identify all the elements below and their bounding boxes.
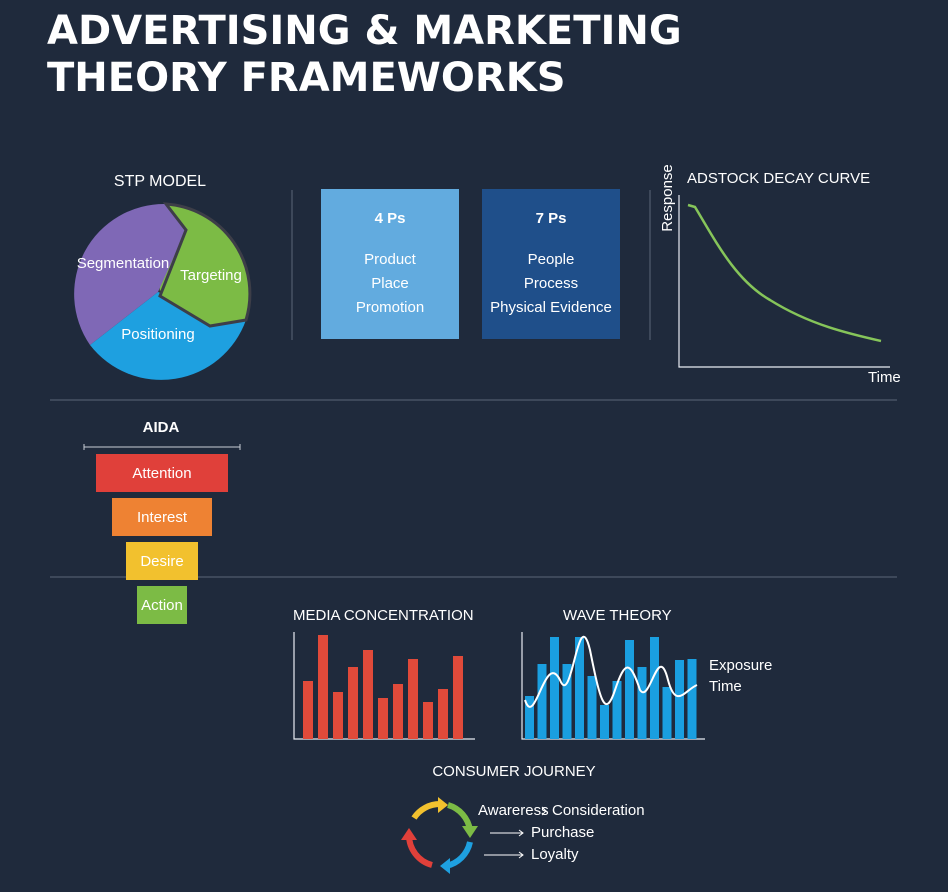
chevron	[541, 806, 547, 816]
bar	[318, 635, 328, 739]
decay-curve	[687, 203, 882, 343]
bar	[348, 667, 358, 739]
bar	[687, 659, 697, 739]
bar	[625, 640, 634, 739]
bar	[650, 637, 659, 739]
bar	[637, 667, 647, 739]
wave-line	[524, 635, 698, 708]
adstock-title: ADSTOCK DECAY CURVE	[687, 170, 870, 187]
bar	[675, 660, 684, 739]
stage-label: Action	[141, 597, 183, 614]
axis-label: Response	[659, 164, 676, 232]
bar	[333, 692, 343, 739]
segment-label: Targeting	[180, 267, 242, 284]
bar	[587, 676, 597, 739]
journey-step: Purchase	[531, 824, 594, 841]
bar	[575, 637, 584, 739]
journey-step: Consideration	[552, 802, 645, 819]
box-item: Physical Evidence	[490, 299, 612, 316]
bar	[423, 702, 433, 739]
chart-title: MEDIA CONCENTRATION	[293, 607, 474, 624]
stage-label: Desire	[140, 553, 183, 570]
journey-step: Loyalty	[531, 846, 579, 863]
bar	[303, 681, 313, 739]
journey-step: Awareress	[478, 802, 549, 819]
bracket	[83, 444, 241, 450]
funnel-stage	[126, 542, 198, 580]
bar	[562, 664, 572, 739]
stage-label: Interest	[137, 509, 188, 526]
pie-slice	[74, 203, 186, 345]
bar	[525, 696, 534, 739]
journey-title: CONSUMER JOURNEY	[432, 763, 595, 780]
bars	[303, 635, 463, 739]
four-ps-box	[321, 189, 459, 339]
funnel-stage	[137, 586, 187, 624]
box-item: Promotion	[356, 299, 424, 316]
segment-label: Positioning	[121, 326, 194, 343]
cycle-icon	[401, 797, 478, 874]
arrow	[490, 829, 524, 837]
funnel-stage	[112, 498, 212, 536]
bar	[550, 637, 559, 739]
segment-label: Segmentation	[77, 255, 170, 272]
title-line: ADVERTISING & MARKETING	[47, 8, 682, 54]
title-line: THEORY FRAMEWORKS	[47, 55, 566, 101]
pie-slice	[158, 202, 252, 328]
bar	[612, 681, 622, 739]
axes	[678, 195, 890, 368]
arrow	[484, 851, 524, 859]
bar	[662, 687, 672, 739]
box-item: Place	[371, 275, 409, 292]
chart-title: WAVE THEORY	[563, 607, 672, 624]
box-item: Process	[524, 275, 578, 292]
bar	[408, 659, 418, 739]
box-title: 4 Ps	[375, 210, 406, 227]
stage-label: Attention	[132, 465, 191, 482]
box-item: People	[528, 251, 575, 268]
bar	[453, 656, 463, 739]
legend-label: Time	[709, 678, 742, 695]
axis-label: Time	[868, 369, 901, 386]
bar	[378, 698, 388, 739]
bar	[438, 689, 448, 739]
bars	[525, 637, 697, 739]
bar	[363, 650, 373, 739]
box-title: 7 Ps	[536, 210, 567, 227]
stp-title: STP MODEL	[114, 173, 206, 190]
seven-ps-box	[482, 189, 620, 339]
bar	[600, 705, 609, 739]
aida-title: AIDA	[143, 419, 180, 436]
bar	[393, 684, 403, 739]
box-item: Product	[364, 251, 417, 268]
funnel-stage	[96, 454, 228, 492]
bar	[537, 664, 547, 739]
legend-label: Exposure	[709, 657, 772, 674]
